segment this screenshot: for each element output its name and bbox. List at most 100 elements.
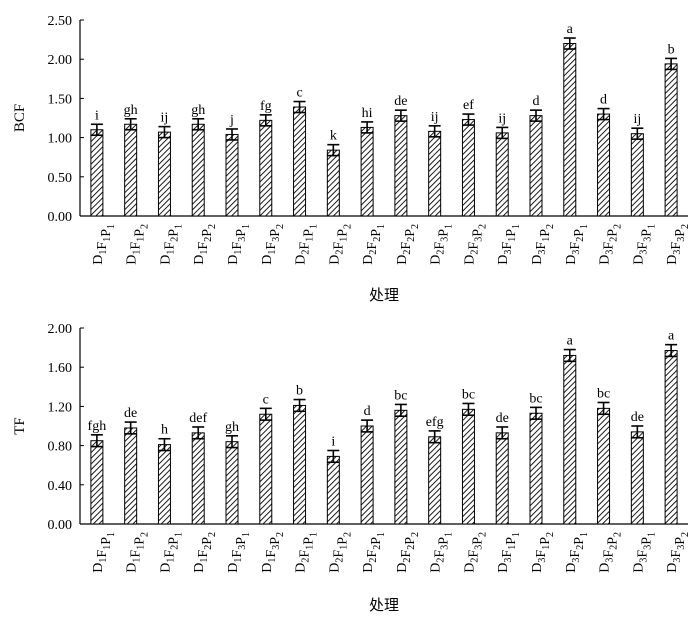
x-tick-label: D3F3P1	[631, 532, 657, 573]
tf-chart: 0.00 0.40 0.80 1.20 1.60 2.00 TF fgh D1F1P1 de D1F…	[12, 322, 691, 614]
bar	[124, 427, 138, 525]
x-tick-label: D2F2P1	[361, 224, 387, 265]
bar	[428, 130, 442, 217]
bar	[259, 119, 273, 217]
bar	[360, 126, 374, 217]
y-tick-label: 0.00	[48, 210, 73, 225]
bar	[157, 444, 171, 525]
bar	[597, 113, 611, 217]
x-tick-label: D1F3P1	[226, 224, 252, 265]
bar	[225, 441, 239, 525]
bar	[293, 106, 307, 217]
x-tick-label: D3F1P2	[530, 224, 556, 265]
x-tick-label: D1F1P1	[91, 532, 117, 573]
y-tick-label: 0.00	[48, 518, 73, 533]
bar	[664, 350, 678, 525]
x-tick-label: D2F1P1	[294, 532, 320, 573]
bar	[529, 115, 543, 217]
significance-letter: i	[331, 435, 335, 450]
x-tick-label: D1F2P1	[158, 532, 184, 573]
significance-letter: gh	[124, 103, 138, 118]
bar	[191, 432, 205, 525]
x-tick-label: D3F1P2	[530, 532, 556, 573]
y-tick-label: 1.60	[48, 361, 73, 376]
significance-letter: ij	[498, 111, 506, 126]
significance-letter: def	[189, 411, 207, 426]
y-tick-label: 1.00	[48, 132, 73, 147]
x-tick-label: D2F2P2	[395, 224, 421, 265]
significance-letter: de	[394, 94, 407, 109]
significance-letter: a	[668, 329, 675, 344]
x-axis-label: 处理	[369, 287, 399, 304]
bar	[563, 354, 577, 525]
x-tick-label: D2F2P2	[395, 532, 421, 573]
significance-letter: de	[124, 406, 137, 421]
significance-letter: gh	[191, 103, 205, 118]
significance-letter: bc	[597, 386, 610, 401]
y-tick-label: 1.20	[48, 400, 73, 415]
significance-letter: b	[296, 384, 303, 399]
y-axis-label: TF	[12, 417, 28, 435]
bar	[326, 149, 340, 217]
x-axis-label: 处理	[369, 597, 399, 614]
significance-letter: j	[229, 113, 234, 128]
x-tick-label: D1F1P2	[125, 224, 151, 265]
y-axis-label: BCF	[12, 104, 28, 132]
x-tick-label: D2F1P1	[294, 224, 320, 265]
y-tick-label: 2.50	[48, 14, 73, 29]
significance-letter: ij	[431, 110, 439, 125]
significance-letter: d	[600, 93, 607, 108]
bar	[630, 431, 644, 525]
bar	[293, 404, 307, 525]
bar	[461, 408, 475, 525]
bar	[529, 412, 543, 525]
x-tick-label: D3F1P1	[496, 532, 522, 573]
significance-letter: hi	[362, 106, 373, 121]
bar	[394, 115, 408, 217]
x-tick-label: D1F1P2	[125, 532, 151, 573]
significance-letter: d	[364, 404, 371, 419]
bar	[428, 436, 442, 525]
bar	[225, 133, 239, 217]
y-tick-label: 2.00	[48, 322, 73, 337]
x-tick-label: D2F2P1	[361, 532, 387, 573]
bar	[259, 413, 273, 525]
x-tick-label: D1F3P1	[226, 532, 252, 573]
significance-letter: c	[263, 392, 269, 407]
x-tick-label: D3F2P2	[598, 224, 624, 265]
x-tick-label: D3F2P1	[564, 532, 590, 573]
x-tick-label: D2F1P2	[327, 224, 353, 265]
y-tick-label: 2.00	[48, 53, 73, 68]
bar	[664, 63, 678, 217]
significance-letter: a	[567, 334, 574, 349]
significance-letter: bc	[394, 388, 407, 403]
significance-letter: fgh	[88, 419, 107, 434]
bar	[461, 119, 475, 217]
x-tick-label: D1F2P1	[158, 224, 184, 265]
significance-letter: ij	[161, 111, 169, 126]
bar	[90, 129, 104, 217]
bcf-chart: 0.00 0.50 1.00 1.50 2.00 2.50 BCF i D1F1P1 gh D1F1…	[12, 14, 691, 304]
significance-letter: ef	[463, 98, 474, 113]
bar	[563, 43, 577, 217]
x-tick-label: D2F3P2	[462, 224, 488, 265]
x-tick-label: D3F3P1	[631, 224, 657, 265]
significance-letter: a	[567, 22, 574, 37]
bar	[124, 123, 138, 217]
x-tick-label: D3F3P2	[665, 532, 691, 573]
significance-letter: i	[95, 108, 99, 123]
bar	[597, 407, 611, 525]
y-tick-label: 0.40	[48, 479, 73, 494]
x-tick-label: D2F3P1	[429, 532, 455, 573]
significance-letter: b	[668, 42, 675, 57]
x-tick-label: D2F1P2	[327, 532, 353, 573]
x-tick-label: D1F2P2	[192, 224, 218, 265]
significance-letter: de	[496, 411, 509, 426]
x-tick-label: D2F3P1	[429, 224, 455, 265]
significance-letter: efg	[426, 415, 444, 430]
bar	[157, 131, 171, 217]
bar	[495, 132, 509, 217]
x-tick-label: D1F3P2	[260, 224, 286, 265]
bar	[326, 455, 340, 525]
significance-letter: d	[533, 94, 540, 109]
